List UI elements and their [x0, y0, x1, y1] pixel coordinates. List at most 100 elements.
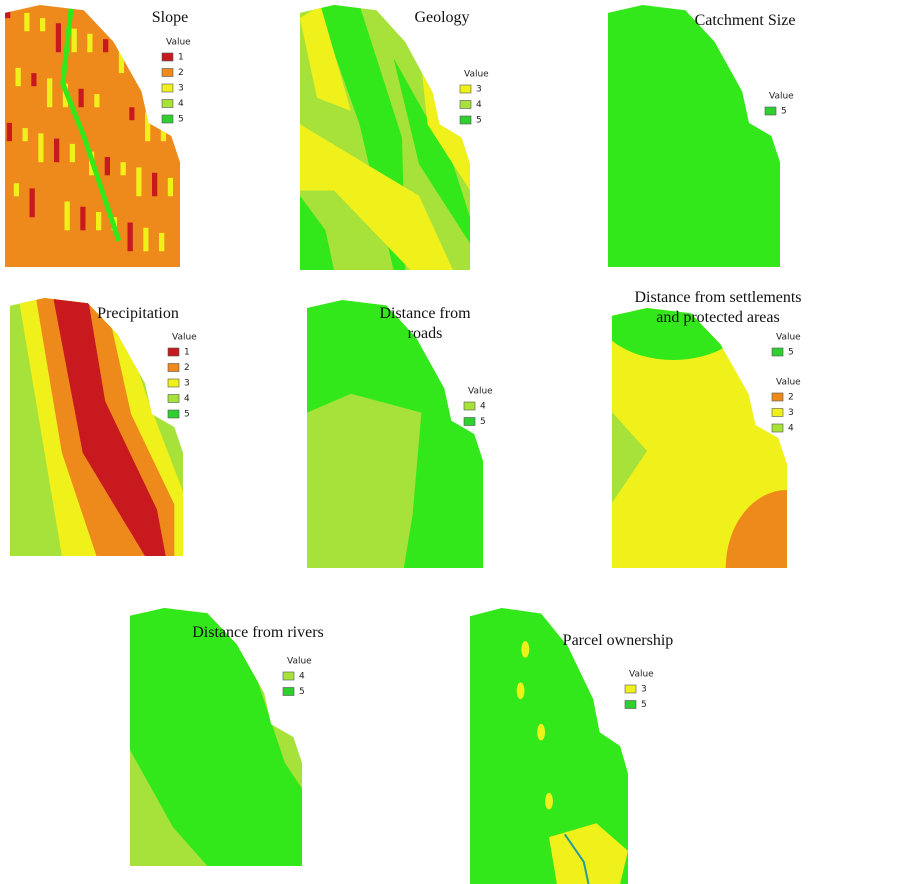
map-region — [72, 29, 77, 53]
map-region — [545, 793, 553, 810]
map-region — [70, 144, 75, 162]
map-region — [94, 94, 99, 107]
legend-label: 2 — [184, 363, 190, 373]
map-region — [14, 183, 19, 196]
legend-label: 3 — [476, 85, 482, 95]
panel-title: Catchment Size — [695, 12, 796, 29]
map-region — [40, 18, 45, 31]
legend-swatch — [168, 364, 179, 372]
legend-label: 4 — [476, 100, 482, 110]
map — [300, 5, 470, 270]
legend-swatch — [772, 409, 783, 417]
legend-swatch — [765, 107, 776, 115]
legend-label: 5 — [480, 417, 486, 427]
legend-heading: Value — [172, 333, 197, 343]
panel-title: Distance from rivers — [192, 624, 324, 641]
legend-swatch — [625, 685, 636, 693]
legend-heading: Value — [776, 333, 801, 343]
map-region — [119, 44, 124, 73]
legend-heading: Value — [166, 38, 191, 48]
legend-heading: Value — [464, 70, 489, 80]
legend-swatch — [460, 116, 471, 124]
legend-swatch — [460, 85, 471, 93]
map-region — [23, 128, 28, 141]
map-region — [521, 641, 529, 658]
map-region — [7, 123, 12, 141]
map-region — [129, 107, 134, 120]
legend-swatch — [772, 348, 783, 356]
map — [470, 608, 628, 884]
map-region — [105, 157, 110, 175]
map-region — [159, 233, 164, 251]
map-region — [5, 5, 10, 18]
map-region — [16, 68, 21, 86]
legend-swatch — [168, 395, 179, 403]
panel-title: Precipitation — [97, 305, 179, 322]
legend-swatch — [162, 53, 173, 61]
map-region — [31, 73, 36, 86]
legend-label: 5 — [781, 107, 787, 117]
map-region — [608, 5, 780, 267]
legend-swatch — [283, 688, 294, 696]
legend-label: 3 — [184, 379, 190, 389]
legend-label: 5 — [184, 410, 190, 420]
panel-title: Geology — [414, 9, 469, 26]
legend-label: 5 — [178, 115, 184, 125]
legend-label: 4 — [480, 402, 486, 412]
map-region — [168, 178, 173, 196]
legend-swatch — [162, 115, 173, 123]
legend-label: 4 — [184, 394, 190, 404]
map-region — [136, 167, 141, 196]
map-region — [726, 490, 849, 646]
map-region — [307, 394, 421, 568]
map-region — [24, 13, 29, 31]
legend-label: 4 — [178, 99, 184, 109]
map-region — [47, 78, 52, 107]
legend-label: 5 — [299, 687, 305, 697]
map-region — [145, 112, 150, 141]
map-region — [128, 223, 133, 252]
legend-label: 2 — [178, 68, 184, 78]
legend-swatch — [168, 348, 179, 356]
legend-swatch — [168, 379, 179, 387]
map-region — [152, 173, 157, 197]
legend-swatch — [162, 84, 173, 92]
legend-swatch — [162, 100, 173, 108]
legend-label: 4 — [299, 672, 305, 682]
legend-swatch — [168, 410, 179, 418]
map-region — [56, 23, 61, 52]
panel-title: Distance from settlements — [634, 289, 801, 306]
legend-swatch — [772, 424, 783, 432]
map-region — [96, 212, 101, 230]
legend-label: 5 — [788, 348, 794, 358]
legend-swatch — [464, 402, 475, 410]
map-region — [103, 39, 108, 52]
map — [608, 5, 780, 267]
map — [307, 300, 483, 568]
map-region — [80, 207, 85, 231]
legend-label: 1 — [184, 348, 190, 358]
map-region — [154, 57, 159, 86]
map — [130, 608, 302, 866]
map-region — [87, 34, 92, 52]
map-region — [38, 133, 43, 162]
legend-label: 2 — [788, 393, 794, 403]
map — [5, 5, 180, 267]
map-region — [143, 228, 148, 252]
legend-label: 3 — [178, 84, 184, 94]
map-region — [79, 89, 84, 107]
legend-swatch — [772, 393, 783, 401]
legend-heading: Value — [287, 657, 312, 667]
legend-heading: Value — [629, 670, 654, 680]
map-region — [65, 202, 70, 231]
legend-label: 1 — [178, 53, 184, 63]
legend-label: 3 — [788, 408, 794, 418]
legend-swatch — [460, 101, 471, 109]
map-region — [30, 188, 35, 217]
panel-title: and protected areas — [656, 309, 779, 326]
legend-heading: Value — [468, 387, 493, 397]
figure: SlopeValue12345GeologyValue345Catchment … — [0, 0, 900, 884]
legend-swatch — [283, 672, 294, 680]
map-region — [517, 683, 525, 700]
map-region — [595, 256, 753, 360]
